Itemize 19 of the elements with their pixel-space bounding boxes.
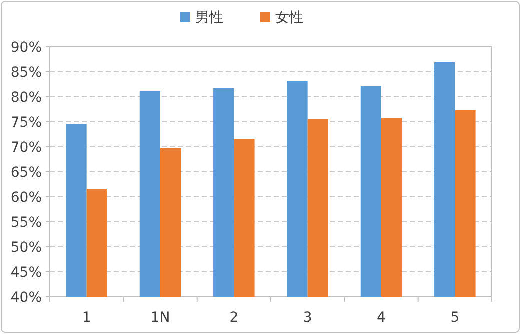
y-tick-label: 50% (10, 240, 42, 256)
y-tick-label: 65% (10, 165, 42, 181)
y-tick-label: 45% (10, 265, 42, 281)
y-tick-label: 80% (10, 90, 42, 106)
legend-label: 男性 (196, 10, 224, 26)
x-tick-label: 5 (450, 310, 460, 326)
x-tick-label: 1 (82, 310, 92, 326)
y-tick-label: 55% (10, 215, 42, 231)
y-tick-label: 70% (10, 140, 42, 156)
y-tick-label: 75% (10, 115, 42, 131)
legend-label: 女性 (276, 10, 304, 26)
y-tick-label: 90% (10, 40, 42, 56)
x-tick-label: 3 (303, 310, 312, 326)
y-tick-label: 85% (10, 65, 42, 81)
y-tick-label: 60% (10, 190, 42, 206)
x-tick-label: 4 (377, 310, 386, 326)
x-tick-label: 1N (150, 310, 170, 326)
x-tick-label: 2 (230, 310, 239, 326)
y-tick-label: 40% (10, 290, 42, 306)
